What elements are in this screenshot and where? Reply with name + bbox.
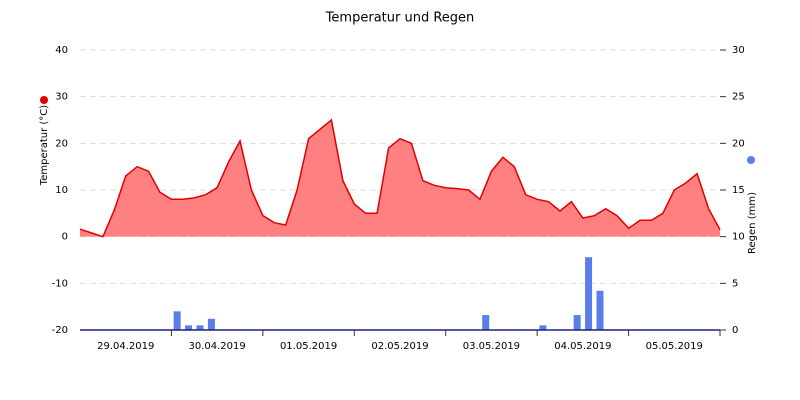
x-tick-label: 05.05.2019 bbox=[646, 341, 703, 352]
y-tick-label: -10 bbox=[52, 278, 68, 289]
y2-axis-label: Regen (mm) bbox=[747, 192, 758, 254]
x-tick-label: 02.05.2019 bbox=[371, 341, 428, 352]
y2-tick-label: 30 bbox=[732, 45, 745, 56]
rain-bar bbox=[173, 311, 181, 330]
rain-bar bbox=[573, 315, 581, 330]
temperature-area bbox=[80, 120, 720, 237]
y2-tick-label: 5 bbox=[732, 278, 738, 289]
y2-tick-label: 25 bbox=[732, 92, 745, 103]
temperature-line bbox=[79, 118, 721, 238]
x-tick-label: 29.04.2019 bbox=[97, 341, 154, 352]
rain-bar bbox=[185, 325, 193, 330]
y-tick-label: 0 bbox=[62, 232, 68, 243]
y2-tick-label: 0 bbox=[732, 325, 738, 336]
rain-bar bbox=[196, 325, 204, 330]
x-tick-label: 30.04.2019 bbox=[189, 341, 246, 352]
x-tick-label: 04.05.2019 bbox=[554, 341, 611, 352]
x-tick-label: 01.05.2019 bbox=[280, 341, 337, 352]
rain-bar bbox=[482, 315, 490, 330]
rain-bar bbox=[539, 325, 547, 330]
y-tick-label: 10 bbox=[55, 185, 68, 196]
rain-bar bbox=[207, 318, 215, 330]
y-tick-label: 40 bbox=[55, 45, 68, 56]
rain-bar bbox=[596, 290, 604, 330]
y2-tick-label: 20 bbox=[732, 138, 745, 149]
legend-dot bbox=[747, 156, 755, 164]
y2-tick-label: 10 bbox=[732, 232, 745, 243]
rain-bar bbox=[585, 257, 593, 330]
y-axis-label: Temperatur (°C) bbox=[39, 105, 50, 186]
y-tick-label: 30 bbox=[55, 92, 68, 103]
y-tick-label: -20 bbox=[52, 325, 68, 336]
y-tick-label: 20 bbox=[55, 138, 68, 149]
legend-dot bbox=[40, 96, 48, 104]
x-tick-label: 03.05.2019 bbox=[463, 341, 520, 352]
chart-title: Temperatur und Regen bbox=[325, 11, 475, 26]
y2-tick-label: 15 bbox=[732, 185, 745, 196]
